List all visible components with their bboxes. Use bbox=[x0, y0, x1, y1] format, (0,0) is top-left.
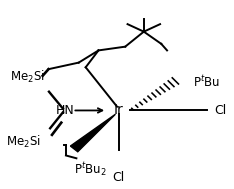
Text: Ir: Ir bbox=[113, 103, 123, 117]
Text: P$^t$Bu$_2$: P$^t$Bu$_2$ bbox=[74, 161, 107, 178]
Polygon shape bbox=[70, 114, 115, 152]
Text: HN: HN bbox=[55, 104, 74, 117]
Text: Cl: Cl bbox=[112, 170, 124, 184]
Text: Cl: Cl bbox=[214, 104, 227, 117]
Text: P$^t$Bu: P$^t$Bu bbox=[193, 74, 220, 90]
Text: Me$_2$Si: Me$_2$Si bbox=[10, 69, 45, 85]
Text: Me$_2$Si: Me$_2$Si bbox=[6, 134, 40, 150]
